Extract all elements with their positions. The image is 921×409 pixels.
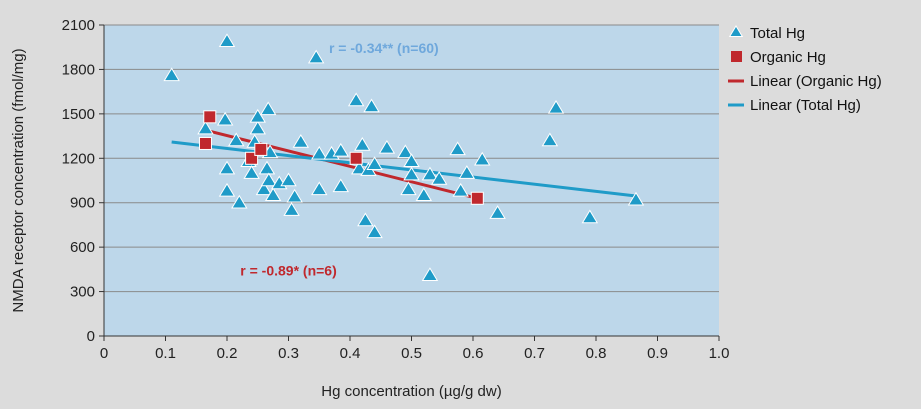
point-total-hg [363, 98, 380, 113]
point-total-hg [259, 101, 277, 116]
point-total-hg [366, 156, 383, 170]
point-organic-hg [254, 142, 268, 156]
point-total-hg [332, 142, 350, 157]
point-total-hg [218, 160, 236, 175]
x-tick-label: 0.5 [401, 345, 422, 362]
trendline-total-hg [171, 140, 637, 198]
legend-linear-organic-hg-label: Linear (Organic Hg) [750, 73, 882, 90]
point-total-hg [163, 67, 180, 82]
point-total-hg [249, 120, 266, 135]
x-tick-label: 0.4 [340, 345, 361, 362]
point-total-hg [347, 92, 365, 107]
point-organic-hg [349, 151, 363, 165]
point-total-hg [260, 172, 278, 187]
x-axis-title: Hg concentration (µg/g dw) [321, 383, 501, 400]
point-total-hg [243, 165, 260, 179]
point-total-hg [264, 187, 282, 202]
point-total-hg [581, 209, 599, 224]
point-total-hg [421, 267, 439, 282]
point-total-hg [292, 134, 310, 148]
annotation-total-hg-r: r = -0.34** (n=60) [329, 40, 439, 56]
point-total-hg [354, 136, 371, 151]
point-total-hg [216, 111, 234, 126]
point-total-hg [547, 99, 565, 114]
x-tick-label: 0.7 [524, 345, 545, 362]
point-total-hg [366, 224, 383, 239]
y-tick-label: 1500 [62, 106, 95, 123]
y-tick-label: 900 [70, 195, 95, 212]
x-tick-label: 1.0 [709, 345, 730, 362]
x-tick-labels: 0 0.1 0.2 0.3 0.4 0.5 0.6 0.7 0.8 0.9 1.0 [100, 336, 730, 362]
point-total-hg [627, 191, 645, 206]
legend-total-hg-marker [728, 25, 744, 37]
point-total-hg [449, 141, 466, 156]
point-organic-hg [470, 191, 484, 205]
legend: Total Hg Organic Hg Linear (Organic Hg) Lin… [728, 25, 882, 114]
annotation-organic-hg-r: r = -0.89* (n=6) [240, 262, 337, 278]
point-total-hg [255, 181, 273, 196]
legend-total-hg-label: Total Hg [750, 25, 805, 42]
point-total-hg [311, 145, 328, 160]
point-organic-hg [203, 110, 217, 124]
x-tick-label: 0.6 [463, 345, 484, 362]
point-total-hg [231, 194, 248, 209]
point-total-hg [458, 165, 476, 179]
point-organic-hg [198, 136, 212, 150]
point-total-hg [197, 120, 214, 135]
point-total-hg [258, 160, 276, 175]
point-total-hg [541, 132, 559, 147]
point-total-hg [350, 160, 368, 175]
y-tick-label: 300 [70, 284, 95, 301]
point-total-hg [403, 153, 420, 167]
point-total-hg [283, 202, 300, 216]
point-total-hg [249, 108, 266, 123]
x-tick-label: 0.3 [278, 345, 299, 362]
x-tick-label: 0 [100, 345, 108, 362]
y-tick-label: 0 [87, 328, 95, 345]
x-tick-label: 0.8 [586, 345, 607, 362]
point-total-hg [280, 172, 297, 187]
point-total-hg [218, 33, 236, 48]
legend-organic-hg-label: Organic Hg [750, 49, 826, 66]
point-total-hg [430, 171, 448, 185]
point-total-hg [452, 182, 469, 197]
point-total-hg [332, 178, 350, 193]
point-total-hg [378, 139, 396, 154]
point-total-hg [403, 166, 420, 181]
y-tick-label: 600 [70, 239, 95, 256]
point-total-hg [473, 151, 491, 166]
y-axis-title: NMDA receptor concentration (fmol/mg) [10, 48, 27, 312]
point-total-hg [227, 132, 245, 147]
annotations: r = -0.34** (n=60) r = -0.89* (n=6) [240, 40, 438, 278]
grid [104, 24, 719, 293]
point-total-hg [489, 205, 506, 219]
data-marks [163, 33, 645, 282]
point-total-hg [286, 188, 303, 203]
point-total-hg [218, 182, 236, 197]
point-total-hg [415, 187, 433, 202]
y-tick-label: 1800 [62, 61, 95, 78]
legend-organic-hg-marker [731, 51, 742, 62]
point-total-hg [400, 181, 417, 196]
y-tick-label: 2100 [62, 17, 95, 34]
point-total-hg [421, 166, 439, 181]
y-tick-labels: 0 300 600 900 1200 1500 1800 2100 [62, 17, 104, 345]
point-total-hg [397, 144, 414, 159]
point-total-hg [307, 49, 325, 64]
x-tick-label: 0.9 [647, 345, 668, 362]
point-total-hg [357, 212, 374, 227]
legend-linear-total-hg-label: Linear (Total Hg) [750, 97, 861, 114]
point-total-hg [311, 181, 328, 196]
y-tick-label: 1200 [62, 150, 95, 167]
x-tick-label: 0.2 [217, 345, 238, 362]
x-tick-label: 0.1 [155, 345, 176, 362]
